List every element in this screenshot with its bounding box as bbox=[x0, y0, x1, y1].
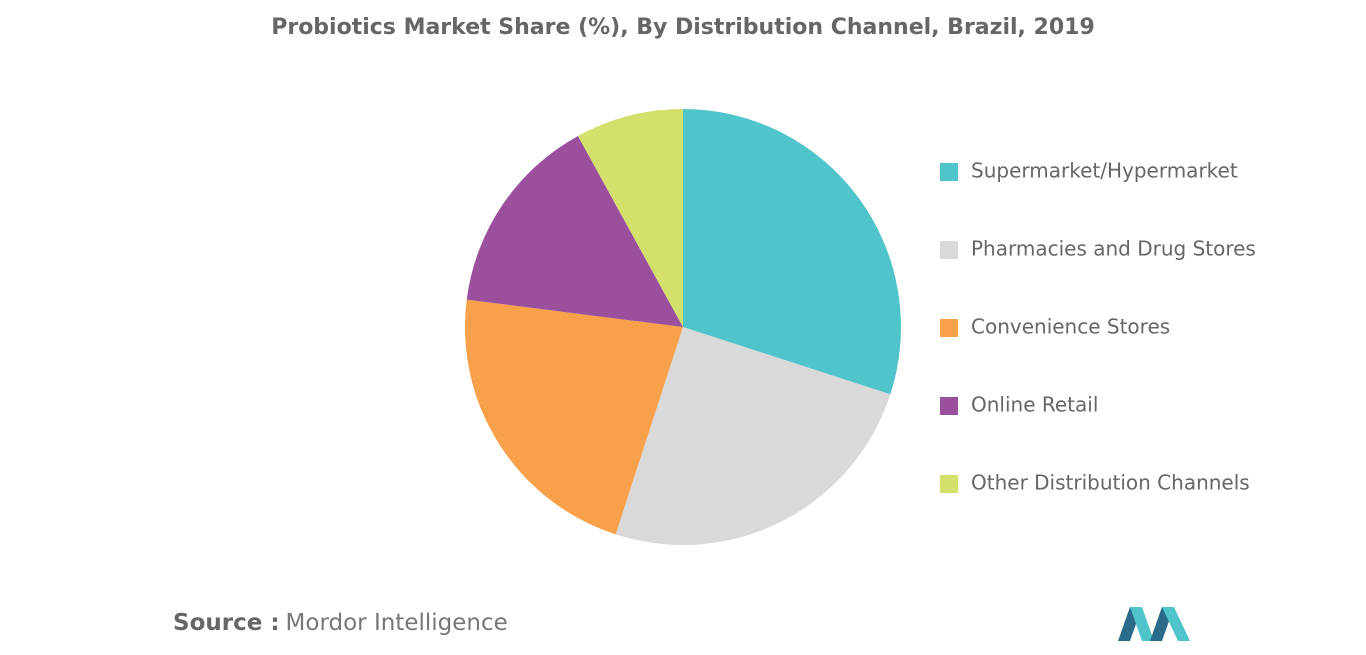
legend-label: Convenience Stores bbox=[971, 315, 1170, 339]
pie-slice bbox=[466, 135, 683, 327]
legend-swatch bbox=[940, 475, 958, 493]
legend-swatch bbox=[940, 163, 958, 181]
legend-label: Online Retail bbox=[971, 393, 1098, 417]
legend-label: Other Distribution Channels bbox=[971, 471, 1250, 495]
source: Source : Mordor Intelligence bbox=[173, 610, 508, 636]
legend-swatch bbox=[940, 241, 958, 259]
chart-title: Probiotics Market Share (%), By Distribu… bbox=[271, 15, 1095, 40]
pie-slice bbox=[683, 109, 902, 395]
legend-swatch bbox=[940, 397, 958, 415]
legend-label: Supermarket/Hypermarket bbox=[971, 159, 1238, 183]
legend-swatch bbox=[940, 319, 958, 337]
pie-slice bbox=[615, 327, 891, 545]
legend-label: Pharmacies and Drug Stores bbox=[971, 237, 1256, 261]
source-name: Mordor Intelligence bbox=[286, 610, 508, 636]
pie-slice bbox=[577, 109, 683, 327]
logo bbox=[1118, 607, 1190, 641]
source-label: Source : bbox=[173, 610, 280, 636]
pie-slice bbox=[465, 299, 683, 535]
